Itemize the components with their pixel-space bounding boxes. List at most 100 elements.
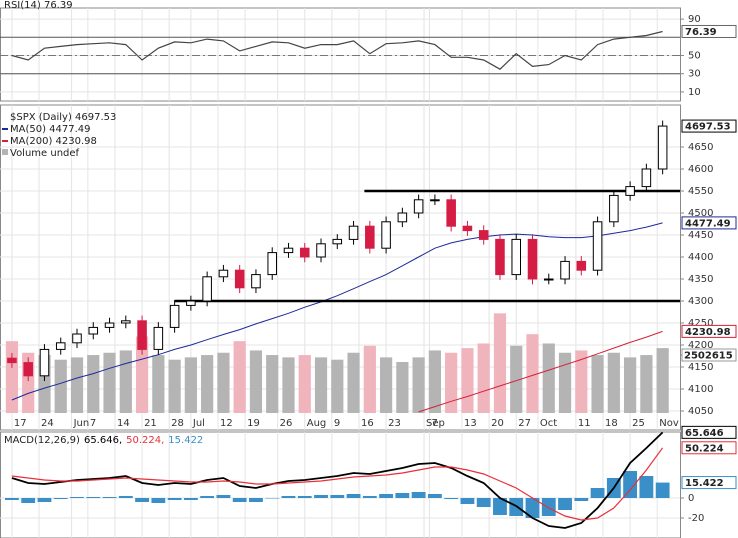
histogram-bar xyxy=(53,498,68,499)
volume-bar xyxy=(526,334,539,413)
volume-bar xyxy=(331,359,344,413)
candle-body xyxy=(609,194,619,223)
legend-label: 15.422 xyxy=(168,435,203,446)
y-tick-label: 30 xyxy=(688,69,701,80)
histogram-bar xyxy=(655,482,670,498)
y-tick-label: 4450 xyxy=(688,230,713,241)
panel-frame xyxy=(0,431,681,538)
candle-body xyxy=(657,125,668,170)
candle-body xyxy=(234,269,245,289)
series-line xyxy=(11,30,663,70)
histogram-bar xyxy=(102,497,117,498)
x-tick-label: 26 xyxy=(280,418,293,429)
series-line xyxy=(11,431,664,529)
y-tick-label: -20 xyxy=(688,513,704,524)
candle-body xyxy=(72,333,82,344)
histogram-bar xyxy=(297,496,312,498)
candle-body xyxy=(430,199,440,202)
candle-body xyxy=(55,342,66,350)
x-tick-label: Nov xyxy=(659,418,679,429)
histogram-bar xyxy=(379,494,394,498)
volume-bar xyxy=(135,336,149,413)
volume-bar xyxy=(201,355,214,413)
candle-body xyxy=(104,322,115,328)
y-tick-label: 4650 xyxy=(688,142,713,153)
x-tick-label: 28 xyxy=(171,418,184,429)
volume-bar xyxy=(217,352,230,413)
candle-body xyxy=(202,276,212,302)
candle-body xyxy=(169,304,180,328)
y-tick-label: 4600 xyxy=(688,164,713,175)
histogram-bar xyxy=(5,498,19,500)
volume-bar xyxy=(558,352,572,413)
panel-frame xyxy=(0,104,681,431)
x-tick-label: 23 xyxy=(388,418,401,429)
x-tick-label: 7 xyxy=(431,418,437,429)
volume-bar xyxy=(282,357,295,413)
x-tick-label: 12 xyxy=(220,418,233,429)
histogram-bar xyxy=(558,498,572,510)
histogram-bar xyxy=(37,498,52,502)
volume-bar xyxy=(54,359,67,413)
value-tag-box xyxy=(681,324,737,338)
volume-bar xyxy=(412,357,425,413)
histogram-bar xyxy=(346,494,361,498)
x-tick-label: 20 xyxy=(491,418,504,429)
value-tag: 65.646 xyxy=(685,428,724,439)
legend-label: 50.224, xyxy=(126,435,164,446)
panel-title: RSI(14) 76.39 xyxy=(4,0,73,11)
volume-bar xyxy=(298,355,311,413)
candle-body xyxy=(576,260,587,271)
volume-bar xyxy=(249,350,263,413)
series-line xyxy=(11,447,664,521)
volume-bar xyxy=(428,350,441,413)
value-tag: 50.224 xyxy=(685,443,724,454)
x-tick-label: 21 xyxy=(144,418,157,429)
histogram-bar xyxy=(639,476,654,498)
volume-bar xyxy=(184,357,197,413)
volume-bar xyxy=(445,352,458,413)
candle-body xyxy=(365,225,375,249)
volume-bar xyxy=(70,357,84,413)
x-tick-label: Jul xyxy=(192,418,205,429)
value-tag-box xyxy=(681,119,737,133)
value-tag-box xyxy=(681,476,737,490)
histogram-bar xyxy=(232,498,247,502)
histogram-bar xyxy=(395,493,410,498)
x-tick-label: 13 xyxy=(464,418,477,429)
volume-bar xyxy=(493,313,507,413)
volume-bar xyxy=(363,345,376,413)
histogram-bar xyxy=(21,498,36,503)
x-tick-label: Oct xyxy=(540,418,557,429)
candle-body xyxy=(332,238,343,245)
histogram-bar xyxy=(86,497,101,498)
candle-body xyxy=(267,252,277,276)
volume-bar xyxy=(656,348,669,413)
histogram-bar xyxy=(249,498,263,502)
x-tick-label: 9 xyxy=(334,418,340,429)
legend-label: MA(50) 4477.49 xyxy=(10,124,91,135)
y-tick-label: 4550 xyxy=(688,186,713,197)
histogram-bar xyxy=(444,498,459,499)
candle-body xyxy=(88,326,99,335)
legend: MACD(12,26,9) 65.646, 50.224, 15.422 xyxy=(4,435,203,446)
y-tick-label: 4250 xyxy=(688,318,713,329)
histogram-bar xyxy=(525,498,540,518)
legend-label: Volume undef xyxy=(10,148,80,159)
histogram-bar xyxy=(216,495,231,498)
x-tick-label: 11 xyxy=(578,418,591,429)
histogram-bar xyxy=(623,471,638,498)
candle-body xyxy=(495,238,505,276)
candle-body xyxy=(544,278,554,281)
histogram-bar xyxy=(411,492,426,498)
candle-body xyxy=(462,225,473,232)
x-tick-label: Sep xyxy=(426,418,445,429)
x-tick-label: 24 xyxy=(41,418,54,429)
candle-body xyxy=(316,243,326,258)
x-tick-label: Aug xyxy=(307,418,327,429)
candle-body xyxy=(560,260,570,280)
x-tick-label: 19 xyxy=(247,418,260,429)
legend-title: MACD(12,26,9) xyxy=(4,435,80,446)
volume-bar xyxy=(152,355,165,413)
